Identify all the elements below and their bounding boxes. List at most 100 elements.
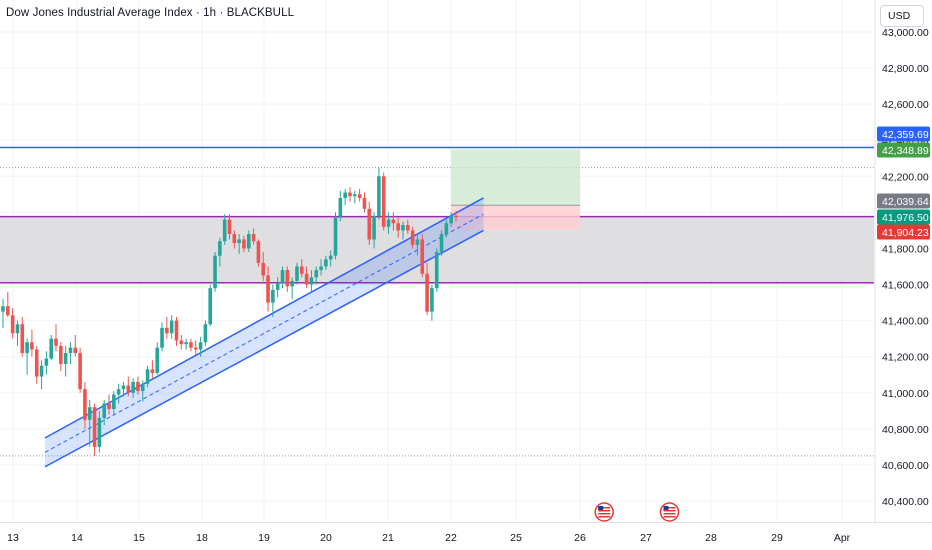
candle-body (338, 197, 343, 218)
date-tick-label: 28 (705, 532, 717, 544)
price-tick-label: 42,600.00 (882, 99, 929, 111)
candle-body (169, 320, 174, 334)
candle-body (68, 347, 73, 354)
flag-ring (594, 502, 614, 522)
candle-body (401, 225, 405, 231)
candle-body (97, 418, 102, 447)
candle-body (328, 255, 333, 260)
price-tag-green: 42,348.89 (877, 142, 930, 158)
economic-events[interactable] (594, 502, 680, 522)
channel-upper-line[interactable] (44, 197, 484, 439)
candle-body (116, 389, 121, 395)
candle-body (372, 215, 376, 240)
date-tick-label: 18 (196, 532, 208, 544)
candle-body (377, 176, 381, 216)
candle-body (406, 225, 410, 231)
candle-body (314, 270, 319, 278)
candle-body (309, 277, 314, 285)
candle-body (222, 219, 227, 242)
parallel-channel[interactable] (44, 197, 484, 468)
candle-body (25, 342, 29, 354)
price-tick-label: 41,200.00 (882, 352, 929, 364)
candle-body (333, 217, 338, 256)
candle-body (179, 340, 184, 345)
candle-body (160, 327, 164, 348)
candle-body (362, 197, 367, 209)
candle-body (131, 381, 135, 393)
channel-fill[interactable] (45, 197, 484, 467)
date-tick-label: Apr (834, 532, 851, 544)
candle-body (246, 234, 251, 249)
candle-body (208, 288, 213, 325)
time-axis-panel[interactable] (0, 523, 874, 550)
candle-body (218, 241, 222, 256)
candle-body (6, 306, 10, 316)
price-tag-label: 41,904.23 (882, 227, 929, 239)
candle-body (49, 338, 53, 359)
us-flag-icon[interactable] (594, 502, 614, 522)
candle-body (232, 234, 237, 244)
candle-body (242, 239, 246, 249)
price-axis-panel[interactable] (875, 0, 932, 550)
us-flag-icon[interactable] (659, 502, 680, 522)
candle-body (203, 324, 208, 343)
candle-body (391, 219, 396, 224)
candle-body (367, 208, 372, 240)
channel-median-line[interactable] (44, 213, 484, 453)
candle-body (1, 306, 5, 312)
position-stop-area[interactable] (451, 205, 580, 230)
flag-stripe (598, 507, 611, 509)
long-position-tool[interactable] (451, 149, 580, 230)
candle-body (155, 347, 160, 373)
candle-body (92, 407, 97, 447)
price-tag-label: 41,976.50 (882, 212, 929, 224)
flag-ring (659, 502, 680, 522)
candle-body (54, 338, 58, 346)
candle-body (444, 223, 449, 235)
candle-body (396, 223, 400, 231)
price-tag-label: 42,348.89 (882, 145, 929, 157)
price-tag-blue: 42,359.69 (877, 126, 930, 142)
flag-stripe (598, 513, 611, 515)
candle-body (304, 273, 309, 285)
chart-title: Dow Jones Industrial Average Index · 1h … (6, 7, 295, 19)
position-target-area[interactable] (451, 149, 580, 206)
candle-body (30, 342, 34, 350)
candle-body (420, 239, 425, 274)
price-tick-label: 41,400.00 (882, 316, 929, 328)
candle-body (165, 327, 169, 334)
candle-body (78, 353, 82, 390)
price-tick-label: 40,800.00 (882, 424, 929, 436)
currency-button[interactable]: USD (880, 5, 924, 27)
date-tick-label: 14 (71, 532, 83, 544)
date-tick-label: 22 (445, 532, 457, 544)
price-tick-label: 42,800.00 (882, 63, 929, 75)
channel-lower-line[interactable] (44, 229, 484, 468)
price-tags: 42,359.69 42,348.89 42,039.64 41,976.50 41,9… (877, 126, 930, 240)
candle-body (15, 324, 20, 334)
candle-body (126, 385, 131, 393)
price-tag-gray: 42,039.64 (877, 193, 930, 209)
candle-body (275, 282, 280, 290)
candle-body (150, 369, 155, 373)
candle-body (59, 345, 63, 364)
candle-body (87, 407, 92, 420)
candle-body (357, 194, 362, 198)
date-tick-label: 20 (320, 532, 332, 544)
candle-body (107, 403, 111, 410)
price-tag-bg (877, 142, 930, 158)
flag-canton (598, 506, 604, 510)
price-tag-red: 41,904.23 (877, 224, 930, 240)
candle-body (20, 324, 25, 354)
candle-body (280, 270, 285, 283)
candle-body (256, 241, 261, 263)
candle-body (198, 342, 203, 350)
candle-body (189, 342, 193, 348)
flag-stripe (663, 507, 676, 509)
candle-body (121, 385, 126, 390)
candle-body (381, 176, 386, 227)
date-tick-label: 26 (574, 532, 586, 544)
